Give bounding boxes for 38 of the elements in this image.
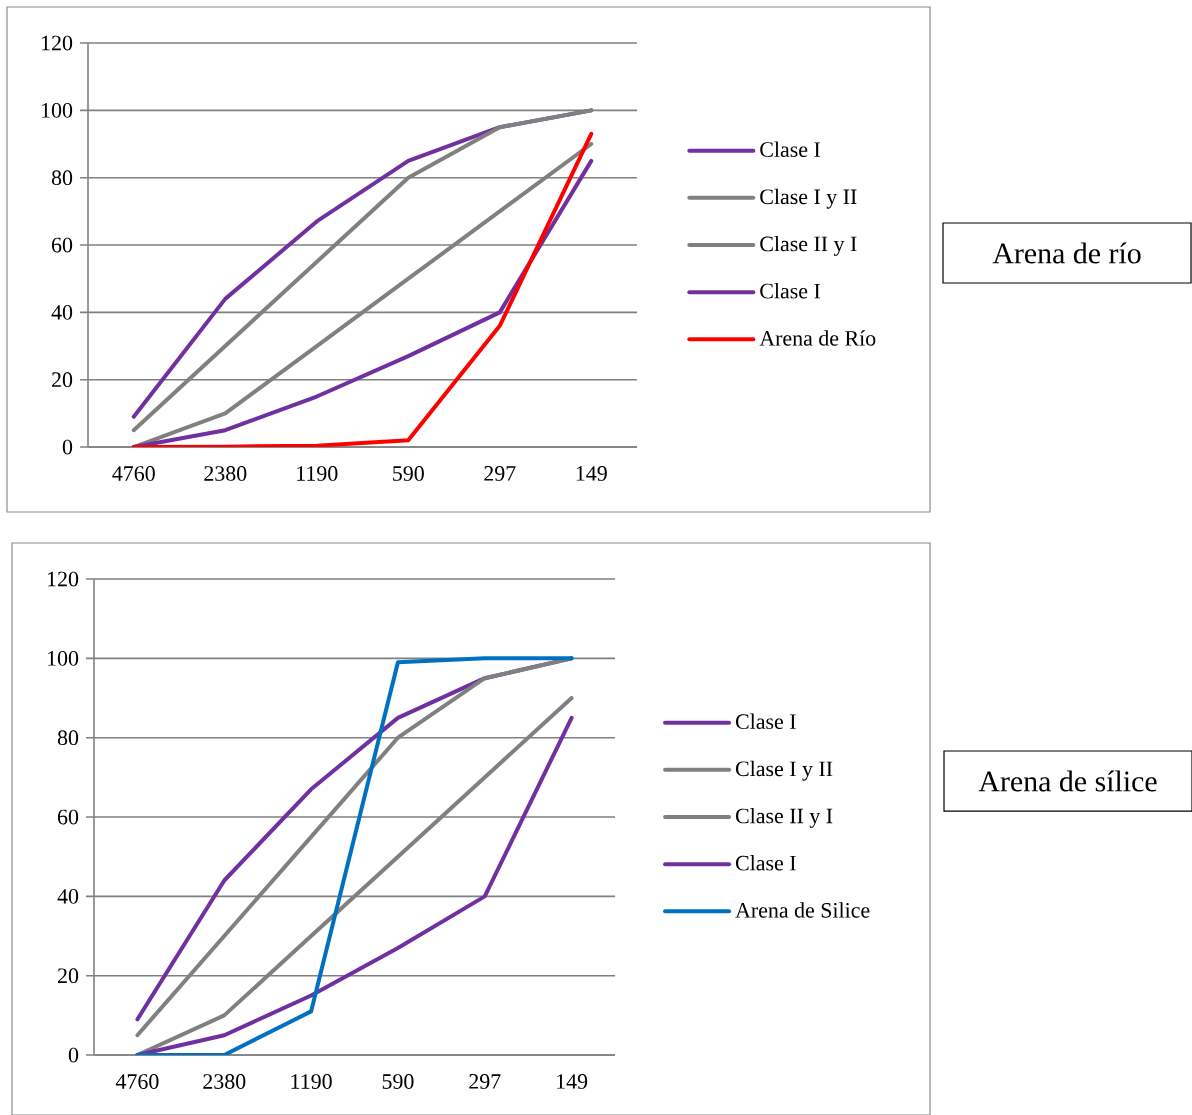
y-tick-label: 100 bbox=[48, 650, 79, 666]
x-tick-label: 590 bbox=[382, 1074, 414, 1089]
y-tick-label: 0 bbox=[62, 439, 73, 455]
x-tick-label: 149 bbox=[557, 1074, 588, 1089]
legend-label: Clase I bbox=[760, 283, 821, 299]
legend-label: Clase I bbox=[735, 855, 796, 871]
y-tick-label: 120 bbox=[42, 35, 73, 51]
y-tick-label: 20 bbox=[52, 372, 73, 388]
legend-label: Clase I y II bbox=[735, 760, 833, 781]
legend-label: Clase I bbox=[760, 141, 821, 157]
x-tick-label: 2380 bbox=[203, 1074, 246, 1089]
y-tick-label: 40 bbox=[51, 304, 73, 320]
y-tick-label: 100 bbox=[42, 102, 73, 118]
y-tick-label: 60 bbox=[51, 237, 73, 253]
x-tick-label: 1190 bbox=[291, 1074, 332, 1089]
legend-label: Clase I y II bbox=[760, 188, 857, 209]
y-tick-label: 40 bbox=[57, 888, 79, 904]
y-tick-label: 80 bbox=[57, 730, 79, 746]
x-tick-label: 4760 bbox=[112, 466, 155, 481]
y-tick-label: 80 bbox=[51, 170, 73, 186]
legend-label: Arena de Silice bbox=[735, 902, 870, 918]
legend-label: Clase II y I bbox=[735, 807, 833, 828]
y-tick-label: 0 bbox=[68, 1047, 79, 1063]
x-tick-label: 590 bbox=[393, 466, 424, 481]
y-tick-label: 60 bbox=[57, 809, 79, 825]
x-tick-label: 4760 bbox=[115, 1074, 159, 1089]
legend-label: Clase II y I bbox=[760, 235, 857, 256]
x-tick-label: 1190 bbox=[297, 466, 338, 481]
text: Arena de río bbox=[992, 242, 1141, 264]
y-tick-label: 20 bbox=[58, 968, 79, 984]
legend-label: Clase I bbox=[735, 713, 796, 730]
y-tick-label: 120 bbox=[48, 571, 79, 587]
legend-label: Arena de Río bbox=[759, 330, 876, 346]
x-tick-label: 297 bbox=[484, 466, 516, 481]
text: Arena de sílice bbox=[978, 770, 1157, 792]
x-tick-label: 297 bbox=[469, 1074, 501, 1089]
x-tick-label: 2380 bbox=[204, 466, 247, 481]
x-tick-label: 149 bbox=[576, 466, 607, 481]
